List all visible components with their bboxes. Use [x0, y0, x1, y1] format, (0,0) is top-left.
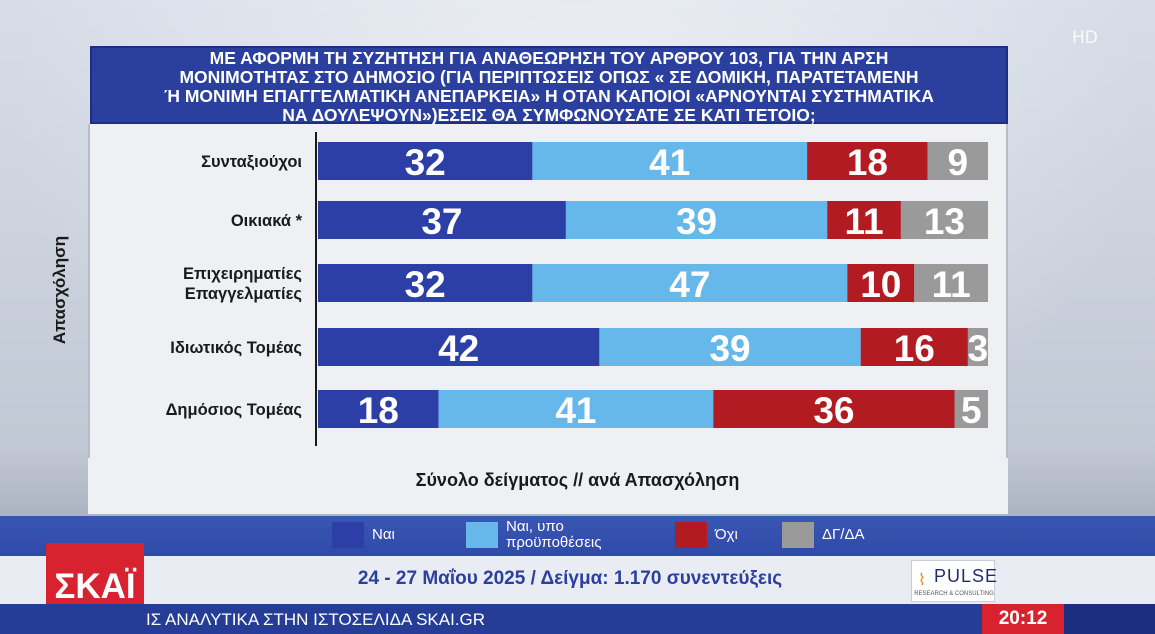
category-label: Επιχειρηματίες Επαγγελματίες [183, 265, 302, 303]
bar-segment-dk [900, 201, 988, 239]
bar-segment-dk [967, 328, 988, 366]
data-label-no: 11 [844, 201, 883, 242]
pulse-logo-sub: RESEARCH & CONSULTING [914, 591, 994, 597]
clock: 20:12 [982, 604, 1064, 634]
bar-segment-no [827, 201, 901, 239]
title-line: ΜΟΝΙΜΟΤΗΤΑΣ ΣΤΟ ΔΗΜΟΣΙΟ (ΓΙΑ ΠΕΡΙΠΤΩΣΕΙΣ… [179, 67, 919, 87]
data-label-yes: 32 [405, 264, 446, 305]
category-label: Ιδιωτικός Τομέας [170, 339, 302, 357]
subtitle-panel [88, 458, 1008, 514]
legend-label-yes: Ναι [372, 526, 395, 543]
ticker-text: ΙΣ ΑΝΑΛΥΤΙΚΑ ΣΤΗΝ ΙΣΤΟΣΕΛΙΔΑ SKAI.GR [146, 610, 486, 629]
legend-item-conditional: Ναι, υπο προϋποθέσεις [466, 518, 602, 551]
stacked-bar-chart: Συνταξιούχοι 32 41 18 9 Οικιακά * 37 39 11 13 Επιχ… [166, 132, 989, 446]
bar-segment-yes [318, 390, 439, 428]
pulse-wave-icon: ⌇ [918, 572, 926, 589]
legend-label-no: Όχι [715, 526, 738, 543]
legend-swatch-dk [782, 522, 814, 548]
legend-bar [0, 516, 1155, 556]
data-label-conditional: 39 [709, 328, 750, 369]
bar-segment-dk [954, 390, 988, 428]
data-label-no: 18 [847, 142, 888, 183]
category-label: Δημόσιος Τομέας [166, 401, 302, 419]
data-label-yes: 32 [405, 142, 446, 183]
title-line: ΝΑ ΔΟΥΛΕΨΟΥΝ»)ΕΣΕΙΣ ΘΑ ΣΥΜΦΩΝΟΥΣΑΤΕ ΣΕ Κ… [282, 105, 816, 125]
data-label-conditional: 47 [669, 264, 710, 305]
bar-segment-conditional [565, 201, 828, 239]
legend-item-dk: ΔΓ/ΔΑ [782, 521, 864, 549]
data-label-yes: 42 [438, 328, 479, 369]
legend-label-conditional: Ναι, υπο προϋποθέσεις [506, 518, 602, 551]
ticker-end [1064, 604, 1155, 634]
bar-segment-yes [318, 264, 533, 302]
data-label-yes: 18 [358, 390, 399, 431]
question-title: ΜΕ ΑΦΟΡΜΗ ΤΗ ΣΥΖΗΤΗΣΗ ΓΙΑ ΑΝΑΘΕΩΡΗΣΗ ΤΟΥ… [90, 46, 1008, 125]
data-label-dk: 9 [948, 142, 969, 183]
category-label: Συνταξιούχοι [201, 153, 302, 171]
data-label-conditional: 41 [649, 142, 690, 183]
pulse-logo-name: PULSE [934, 566, 999, 586]
data-label-no: 36 [813, 390, 854, 431]
data-label-dk: 13 [924, 201, 965, 242]
data-label-dk: 5 [961, 390, 982, 431]
bar-segment-conditional [599, 328, 861, 366]
bar-segment-no [847, 264, 915, 302]
data-label-dk: 11 [932, 264, 971, 305]
legend-item-no: Όχι [675, 521, 738, 549]
bar-segment-no [807, 142, 928, 180]
bar-segment-conditional [438, 390, 714, 428]
data-label-no: 16 [894, 328, 935, 369]
legend-swatch-conditional [466, 522, 498, 548]
hd-watermark: HD [1072, 28, 1098, 48]
bar-segment-no [713, 390, 955, 428]
bar-segment-no [860, 328, 968, 366]
legend-label-dk: ΔΓ/ΔΑ [822, 526, 865, 543]
category-label: Οικιακά * [231, 212, 303, 230]
news-ticker [0, 604, 1155, 634]
data-label-dk: 3 [968, 328, 989, 369]
bar-segment-dk [914, 264, 988, 302]
data-label-conditional: 41 [555, 390, 596, 431]
title-line: ΜΕ ΑΦΟΡΜΗ ΤΗ ΣΥΖΗΤΗΣΗ ΓΙΑ ΑΝΑΘΕΩΡΗΣΗ ΤΟΥ… [209, 48, 889, 68]
data-label-no: 10 [860, 264, 901, 305]
bar-segment-yes [318, 201, 566, 239]
bar-segment-conditional [532, 142, 808, 180]
legend-swatch-no [675, 522, 707, 548]
pulse-logo: ⌇ PULSE RESEARCH & CONSULTING [911, 560, 999, 602]
legend-swatch-yes [332, 522, 364, 548]
x-axis-title: Σύνολο δείγματος // ανά Απασχόληση [415, 470, 740, 490]
data-label-conditional: 39 [676, 201, 717, 242]
title-line: Ή ΜΟΝΙΜΗ ΕΠΑΓΓΕΛΜΑΤΙΚΗ ΑΝΕΠΑΡΚΕΙΑ» Η ΟΤΑ… [164, 86, 934, 106]
bar-segment-yes [318, 328, 600, 366]
legend-item-yes: Ναι [332, 521, 395, 549]
bar-segment-yes [318, 142, 533, 180]
data-label-yes: 37 [421, 201, 462, 242]
bar-segment-conditional [532, 264, 848, 302]
bar-segment-dk [927, 142, 988, 180]
survey-info: 24 - 27 Μαΐου 2025 / Δείγμα: 1.170 συνεν… [357, 568, 783, 589]
